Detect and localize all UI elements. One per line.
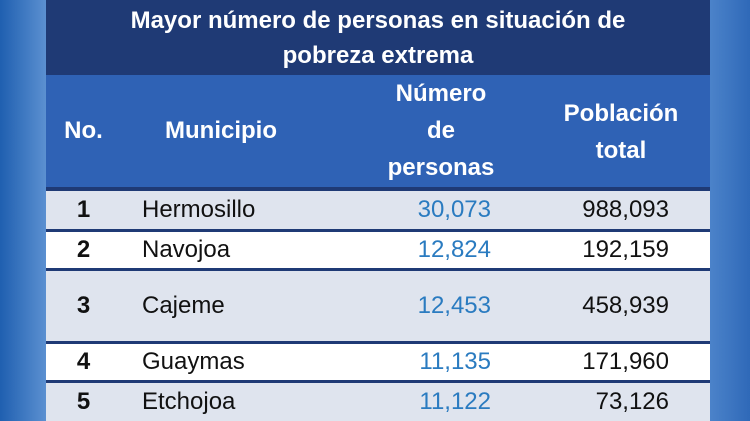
cell-municipio: Navojoa (142, 236, 231, 263)
cell-no: 5 (76, 388, 91, 415)
header-divider (46, 187, 710, 191)
title-line-2: pobreza extrema (282, 42, 474, 69)
table-row: 1 Hermosillo 30,073 988,093 (46, 191, 710, 229)
table-title: Mayor número de personas en situación de… (46, 0, 710, 75)
cell-municipio: Guaymas (142, 348, 245, 375)
header-no: No. (64, 117, 103, 144)
cell-poblacion: 171,960 (582, 348, 669, 375)
cell-poblacion: 73,126 (595, 388, 669, 415)
table-header: No. Municipio Número de personas Poblaci… (46, 75, 710, 187)
cell-no: 1 (76, 196, 91, 223)
cell-poblacion: 988,093 (582, 196, 669, 223)
header-numero-line-2: de (426, 117, 455, 144)
cell-poblacion: 458,939 (582, 292, 669, 319)
cell-no: 3 (76, 292, 91, 319)
row-divider (46, 268, 710, 271)
cell-numero: 11,135 (419, 348, 491, 375)
cell-no: 2 (76, 236, 91, 263)
title-line-1: Mayor número de personas en situación de (130, 7, 626, 34)
table-row: 4 Guaymas 11,135 171,960 (46, 344, 710, 380)
cell-municipio: Hermosillo (142, 196, 256, 223)
cell-poblacion: 192,159 (582, 236, 669, 263)
cell-municipio: Etchojoa (142, 388, 236, 415)
cell-numero: 11,122 (419, 388, 491, 415)
row-divider (46, 229, 710, 232)
cell-numero: 12,824 (417, 236, 491, 263)
header-poblacion-total: Población total (536, 95, 706, 169)
header-numero-line-1: Número (395, 80, 487, 107)
row-divider (46, 341, 710, 344)
table-row: 3 Cajeme 12,453 458,939 (46, 271, 710, 341)
cell-numero: 12,453 (417, 292, 491, 319)
cell-numero: 30,073 (417, 196, 491, 223)
header-poblacion-line-2: total (595, 137, 647, 164)
header-numero-personas: Número de personas (356, 75, 526, 186)
table-row: 5 Etchojoa 11,122 73,126 (46, 383, 710, 421)
header-poblacion-line-1: Población (563, 100, 679, 127)
table-row: 2 Navojoa 12,824 192,159 (46, 232, 710, 268)
header-numero-line-3: personas (387, 154, 495, 181)
header-municipio: Municipio (165, 117, 277, 144)
cell-no: 4 (76, 348, 91, 375)
cell-municipio: Cajeme (142, 292, 225, 319)
row-divider (46, 380, 710, 383)
